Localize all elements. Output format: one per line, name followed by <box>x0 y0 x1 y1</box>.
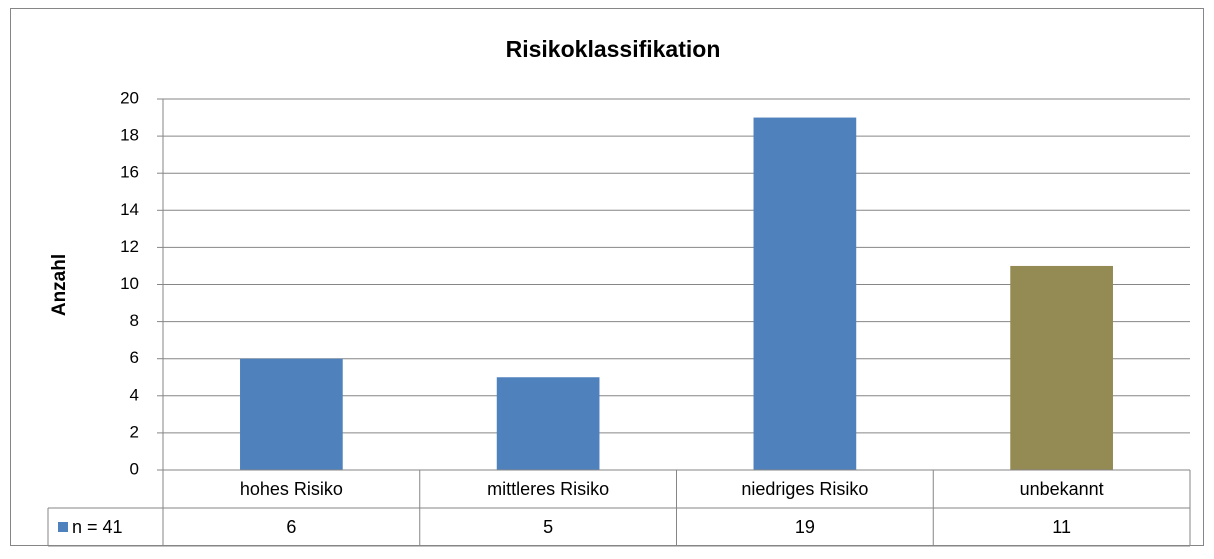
y-tick-label: 14 <box>120 200 139 219</box>
bar <box>240 358 343 470</box>
data-table-value: 19 <box>795 517 815 537</box>
x-tick-label: unbekannt <box>1020 479 1104 499</box>
y-tick-label: 10 <box>120 274 139 293</box>
x-tick-label: mittleres Risiko <box>487 479 609 499</box>
y-tick-label: 12 <box>120 237 139 256</box>
data-table-value: 5 <box>543 517 553 537</box>
y-tick-label: 0 <box>130 459 139 478</box>
bar <box>496 377 600 470</box>
y-tick-label: 8 <box>130 311 139 330</box>
data-table-value: 11 <box>1052 517 1071 537</box>
x-tick-label: hohes Risiko <box>240 479 343 499</box>
chart-border <box>10 8 1204 546</box>
legend-key <box>58 522 68 532</box>
y-tick-label: 20 <box>120 88 139 107</box>
y-axis-label: Anzahl <box>49 254 70 316</box>
x-tick-label: niedriges Risiko <box>741 479 868 499</box>
data-table-value: 6 <box>286 517 296 537</box>
y-tick-label: 6 <box>130 348 139 367</box>
bar <box>1010 265 1113 470</box>
chart-title: Risikoklassifikation <box>506 36 721 62</box>
bar <box>753 117 857 471</box>
y-tick-label: 18 <box>120 126 139 145</box>
y-tick-label: 16 <box>120 163 139 182</box>
legend-label: n = 41 <box>72 517 123 537</box>
y-tick-label: 2 <box>130 422 139 441</box>
y-tick-label: 4 <box>130 385 139 404</box>
